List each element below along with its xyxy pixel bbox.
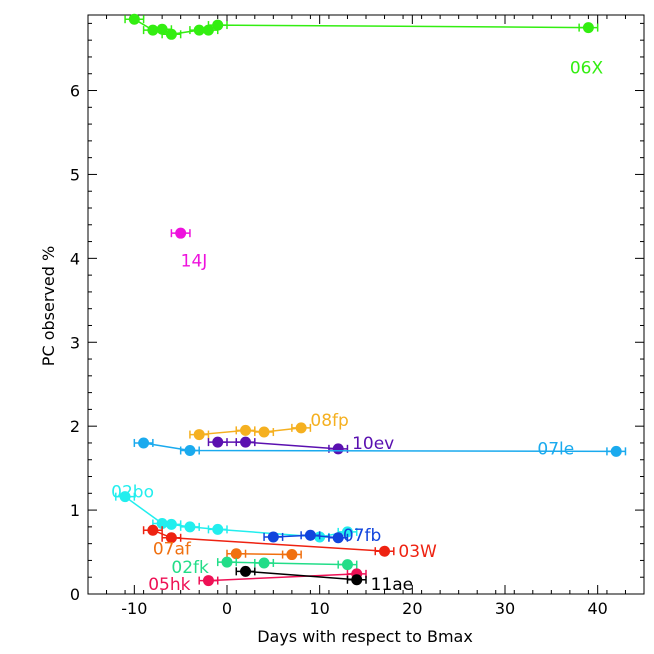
data-point bbox=[332, 532, 344, 544]
data-point bbox=[138, 437, 150, 449]
x-axis-label: Days with respect to Bmax bbox=[257, 627, 473, 646]
data-point bbox=[184, 445, 196, 457]
series-label-10ev: 10ev bbox=[352, 434, 394, 454]
series-label-03W: 03W bbox=[398, 542, 437, 562]
data-point bbox=[165, 532, 177, 544]
data-point bbox=[221, 556, 233, 568]
data-point bbox=[240, 565, 252, 577]
y-tick-label: 6 bbox=[70, 82, 80, 101]
series-11ae bbox=[235, 565, 367, 586]
x-tick-label: -10 bbox=[121, 599, 147, 618]
plot-frame bbox=[87, 14, 645, 595]
data-point bbox=[240, 424, 252, 436]
data-point bbox=[341, 559, 353, 571]
data-point bbox=[165, 518, 177, 530]
series-label-14J: 14J bbox=[181, 252, 208, 272]
series-07af bbox=[226, 548, 302, 561]
series-label-07le: 07le bbox=[537, 440, 574, 460]
data-point bbox=[240, 436, 252, 448]
series-07fb bbox=[263, 529, 349, 544]
x-tick-label: 20 bbox=[402, 599, 422, 618]
series-label-11ae: 11ae bbox=[371, 575, 414, 595]
data-point bbox=[202, 575, 214, 587]
series-02bo bbox=[115, 491, 358, 543]
data-point bbox=[258, 426, 270, 438]
y-tick-label: 3 bbox=[70, 333, 80, 352]
data-point bbox=[128, 13, 140, 25]
data-point bbox=[184, 521, 196, 533]
x-tick-label: 40 bbox=[587, 599, 607, 618]
y-tick-label: 2 bbox=[70, 417, 80, 436]
data-point bbox=[267, 531, 279, 543]
y-tick-label: 5 bbox=[70, 165, 80, 184]
data-point bbox=[582, 22, 594, 34]
data-point bbox=[147, 524, 159, 536]
y-tick-label: 4 bbox=[70, 249, 80, 268]
data-point bbox=[341, 526, 353, 538]
data-point bbox=[119, 491, 131, 503]
x-tick-label: 0 bbox=[222, 599, 232, 618]
data-point bbox=[286, 549, 298, 561]
data-point bbox=[212, 19, 224, 31]
series-label-08fp: 08fp bbox=[310, 411, 348, 431]
series-label-05hk: 05hk bbox=[148, 575, 190, 595]
y-tick-label: 1 bbox=[70, 501, 80, 520]
data-point bbox=[295, 422, 307, 434]
series-line bbox=[226, 561, 348, 566]
y-tick-label: 0 bbox=[70, 585, 80, 604]
data-point bbox=[230, 548, 242, 560]
x-tick-label: 30 bbox=[495, 599, 515, 618]
series-07le bbox=[133, 437, 627, 457]
data-point bbox=[351, 574, 363, 586]
series-label-02fk: 02fk bbox=[171, 558, 209, 578]
x-tick-label: 10 bbox=[309, 599, 329, 618]
data-point bbox=[193, 429, 205, 441]
data-point bbox=[610, 445, 622, 457]
data-point bbox=[379, 545, 391, 557]
series-label-06X: 06X bbox=[570, 59, 604, 79]
data-point bbox=[165, 28, 177, 40]
data-point bbox=[304, 529, 316, 541]
data-point bbox=[212, 436, 224, 448]
series-06X bbox=[124, 13, 599, 40]
series-05hk bbox=[198, 568, 367, 587]
data-point bbox=[212, 523, 224, 535]
series-02fk bbox=[216, 556, 358, 571]
series-label-07af: 07af bbox=[153, 540, 192, 560]
data-point bbox=[332, 443, 344, 455]
series-label-02bo: 02bo bbox=[111, 483, 154, 503]
data-point bbox=[156, 23, 168, 35]
series-line bbox=[245, 570, 357, 581]
data-point bbox=[175, 227, 187, 239]
series-08fp bbox=[189, 422, 312, 441]
series-03W bbox=[142, 524, 395, 557]
y-axis-label: PC observed % bbox=[39, 246, 58, 366]
series-14J bbox=[170, 227, 191, 239]
data-point bbox=[258, 557, 270, 569]
series-10ev bbox=[207, 436, 349, 455]
data-point bbox=[202, 24, 214, 36]
series-line bbox=[208, 573, 357, 582]
series-label-07fb: 07fb bbox=[343, 526, 381, 546]
